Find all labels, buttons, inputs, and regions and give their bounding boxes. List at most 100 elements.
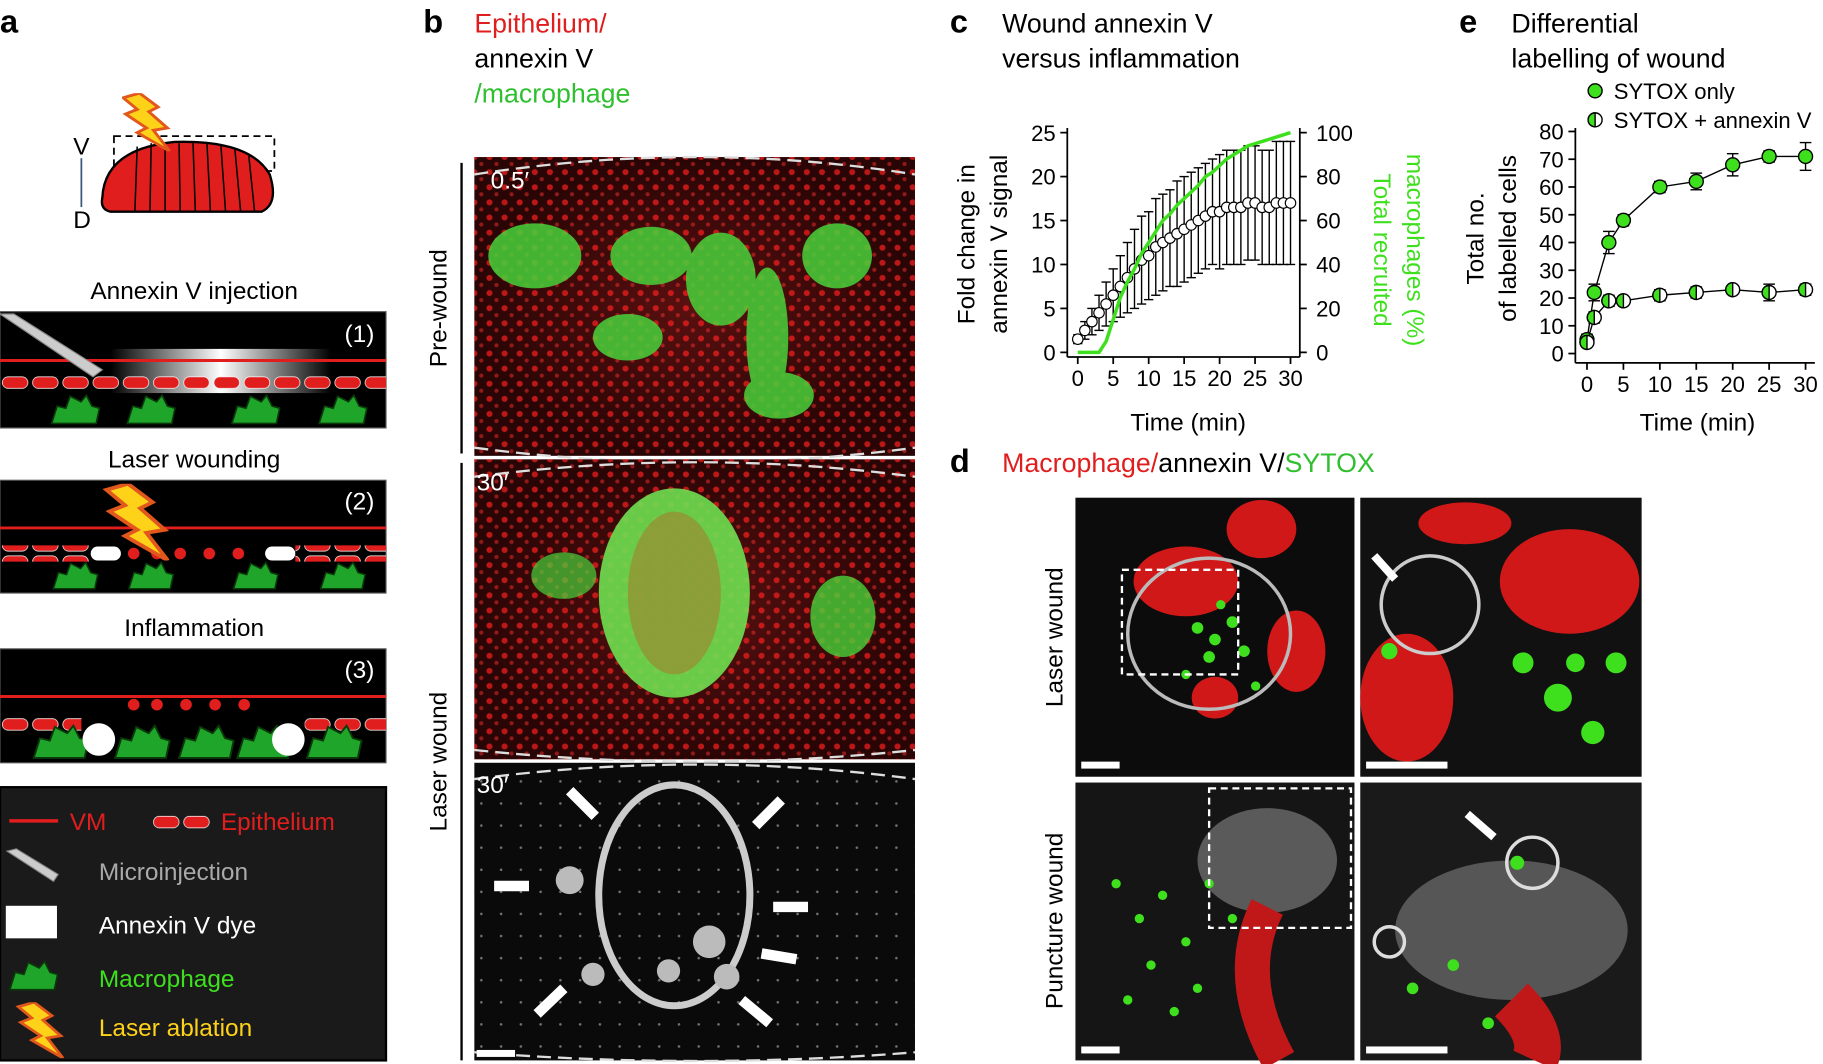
dot <box>127 698 140 711</box>
data-point <box>1079 324 1091 337</box>
step-number: (3) <box>345 657 375 684</box>
title-part: annexin V/ <box>1158 448 1285 478</box>
row-label: Laser wound <box>425 692 452 832</box>
dot <box>209 698 221 711</box>
y-tick-label: 0 <box>1043 341 1055 366</box>
group <box>555 866 740 990</box>
dot <box>1372 924 1407 959</box>
group <box>134 141 256 212</box>
panel-letter: c <box>950 4 968 40</box>
x-tick-label: 0 <box>1072 366 1084 391</box>
legend-label: Epithelium <box>221 809 335 836</box>
dot <box>174 547 187 560</box>
shape <box>1499 529 1640 634</box>
shape <box>488 223 582 289</box>
shape <box>610 226 692 285</box>
y-tick-label: 10 <box>1031 253 1056 278</box>
y-axis-label: Fold change in <box>953 164 980 324</box>
line-shape <box>134 146 138 212</box>
dot <box>1512 652 1534 674</box>
line-shape <box>760 948 798 965</box>
shape <box>5 905 57 939</box>
data-point <box>1142 249 1155 262</box>
marker-half <box>1797 282 1807 298</box>
shape <box>5 848 59 883</box>
step-title: Inflammation <box>124 615 264 642</box>
dot <box>151 698 163 711</box>
dot <box>1192 983 1203 993</box>
icon <box>122 93 171 152</box>
shape <box>810 575 876 657</box>
title-part: SYTOX <box>1285 448 1375 478</box>
marker <box>1761 148 1777 165</box>
legend-label: VM <box>70 809 107 836</box>
y-tick-label: 5 <box>1043 297 1055 322</box>
dot <box>238 698 250 711</box>
y-tick-label: 70 <box>1539 147 1564 172</box>
dot <box>1111 879 1121 889</box>
group <box>494 786 809 1028</box>
marker-half <box>1725 282 1734 298</box>
marker <box>1725 157 1741 173</box>
y-tick-label: 25 <box>1031 121 1056 146</box>
panel-b: Epithelium/ annexin V /macrophage Pre-wo… <box>425 9 916 1063</box>
shape <box>265 546 296 561</box>
title-part: /macrophage <box>474 78 630 108</box>
title-part: annexin V <box>474 44 593 74</box>
time-label: 30′ <box>477 772 509 799</box>
y-tick-label: 15 <box>1031 209 1056 234</box>
marker-half <box>1761 284 1770 301</box>
shape <box>685 232 756 326</box>
marker <box>1761 284 1777 301</box>
marker-half <box>1586 309 1595 326</box>
shape <box>476 1049 516 1057</box>
panel-letter: a <box>0 4 19 40</box>
legend-label: Laser ablation <box>99 1015 252 1042</box>
group <box>1181 600 1261 691</box>
dot <box>1543 683 1572 712</box>
dot <box>1250 681 1261 691</box>
data-point <box>1071 333 1084 346</box>
dot <box>1157 890 1168 900</box>
shape <box>1360 633 1454 762</box>
row-label: Laser wound <box>1042 567 1069 707</box>
marker <box>1725 282 1741 298</box>
shape <box>295 545 386 562</box>
data-point <box>1086 315 1098 328</box>
panel-a: V D Annexin V injection (1) Laser woundi… <box>0 93 388 1062</box>
marker-body <box>1652 179 1668 195</box>
x-tick-label: 30 <box>1278 366 1303 391</box>
step-number: (1) <box>345 321 375 348</box>
dot <box>1203 651 1215 663</box>
line-shape <box>192 141 197 212</box>
y2-axis-label: Total recruited <box>1368 173 1395 326</box>
dot <box>692 925 726 959</box>
marker-half <box>1615 293 1625 309</box>
marker-body <box>1601 234 1617 251</box>
shape <box>744 372 814 419</box>
dot <box>1379 554 1481 656</box>
shape <box>1081 761 1120 769</box>
panel-letter: d <box>950 443 970 479</box>
shape <box>1133 546 1239 617</box>
y-tick-label: 80 <box>1539 120 1564 145</box>
shape <box>531 552 597 599</box>
x-tick-label: 10 <box>1648 372 1673 397</box>
shape <box>592 314 663 361</box>
axis-label: V <box>73 134 90 161</box>
x-tick-label: 5 <box>1107 366 1119 391</box>
marker-body <box>1725 157 1741 173</box>
series-line <box>1077 130 1292 355</box>
y-tick-label: 20 <box>1539 286 1564 311</box>
dot <box>82 723 116 756</box>
marker <box>1601 234 1617 251</box>
y2-axis-label: macrophages (%) <box>1401 154 1428 347</box>
x-tick-label: 15 <box>1172 366 1197 391</box>
shape <box>0 313 104 378</box>
x-tick-label: 5 <box>1617 372 1629 397</box>
shape <box>1081 1046 1120 1054</box>
x-tick-label: 10 <box>1136 366 1161 391</box>
legend-label: Microinjection <box>99 859 248 886</box>
line-shape <box>738 995 774 1028</box>
